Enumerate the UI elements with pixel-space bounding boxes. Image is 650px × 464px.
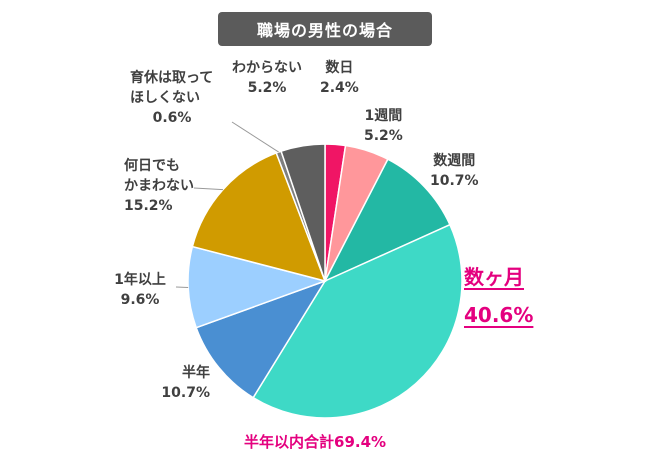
slice-label-months-pct: 40.6%: [464, 303, 534, 327]
slice-label-days: 数日 2.4%: [320, 60, 359, 96]
slice-label-half-year: 半年 10.7%: [161, 365, 210, 401]
slice-label-unknown: わからない 5.2%: [232, 60, 302, 96]
pie-slice-4: [195, 279, 327, 399]
leader-line-7: [231, 121, 279, 153]
chart-title: 職場の男性の場合: [256, 21, 393, 40]
pie-slice-8: [280, 143, 326, 282]
slice-label-any-days: 何日でも かまわない 15.2%: [124, 158, 194, 214]
slice-label-months: 数ヶ月: [464, 264, 524, 290]
slice-label-over-one-year: 1年以上 9.6%: [114, 272, 166, 308]
total-label: 半年以内合計69.4%: [244, 433, 387, 451]
chart-title-box: 職場の男性の場合: [218, 12, 432, 46]
slice-label-one-week: 1週間 5.2%: [364, 108, 403, 144]
slice-label-weeks: 数週間 10.7%: [430, 153, 479, 189]
pie-slice-3: [252, 223, 463, 419]
pie-slice-5: [187, 245, 328, 329]
slice-label-months-name: 数ヶ月: [464, 265, 524, 289]
pie-slice-2: [323, 158, 451, 283]
leader-line-6: [193, 187, 223, 191]
slice-label-no-leave: 育休は取って ほしくない 0.6%: [130, 70, 214, 126]
